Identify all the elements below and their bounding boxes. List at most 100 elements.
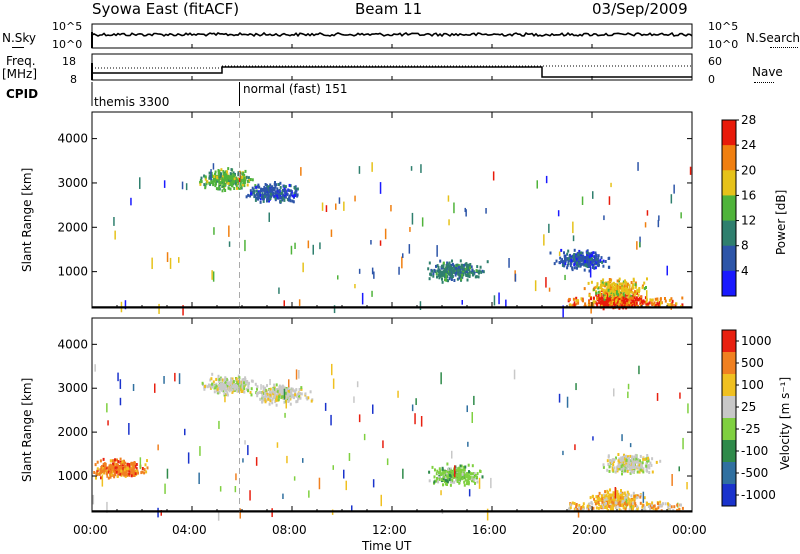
power-cell xyxy=(222,172,225,176)
velocity-streak xyxy=(411,404,414,412)
power-cell xyxy=(590,257,593,261)
velocity-cell xyxy=(615,466,618,470)
power-cell xyxy=(465,269,468,273)
velocity-streak xyxy=(656,393,659,401)
velocity-band-cell xyxy=(602,505,605,509)
power-band-cell xyxy=(657,302,660,306)
power-cell xyxy=(604,260,607,263)
velocity-streak xyxy=(94,364,96,372)
velocity-streak xyxy=(467,441,469,447)
power-band-cell xyxy=(645,298,648,302)
power-band-cell xyxy=(614,303,616,307)
velocity-band-cell xyxy=(632,507,634,511)
velocity-cell xyxy=(457,473,460,476)
power-cell xyxy=(582,256,585,260)
power-cell xyxy=(285,192,288,196)
velocity-cell xyxy=(607,454,610,458)
velocity-cell xyxy=(256,385,259,389)
power-streak xyxy=(302,262,304,273)
velocity-cell xyxy=(269,393,272,397)
velocity-cell xyxy=(611,500,614,504)
power-cell xyxy=(229,172,232,176)
velocity-cell xyxy=(130,474,133,478)
velocity-streak xyxy=(621,434,623,442)
velocity-streak xyxy=(184,428,186,436)
power-cell xyxy=(465,267,467,271)
power-streak xyxy=(420,164,422,173)
velocity-streak xyxy=(139,457,142,470)
power-streak xyxy=(268,212,270,222)
velocity-cell xyxy=(641,461,644,465)
power-cell xyxy=(284,185,287,189)
power-cell xyxy=(476,265,479,269)
power-cell xyxy=(460,263,463,267)
power-band-cell xyxy=(575,302,578,306)
power-streak xyxy=(158,303,160,314)
velocity-band-cell xyxy=(568,507,570,511)
velocity-cell xyxy=(135,467,138,471)
velocity-cell xyxy=(611,497,613,500)
velocity-cell xyxy=(598,497,601,500)
velocity-cell xyxy=(254,382,257,386)
power-band-cell xyxy=(633,302,636,306)
velocity-cell xyxy=(603,493,605,497)
velocity-cell xyxy=(230,383,233,387)
velocity-band-cell xyxy=(681,506,684,510)
velocity-cell xyxy=(261,400,264,404)
velocity-streak xyxy=(372,404,374,414)
power-cell xyxy=(225,178,228,182)
power-cell xyxy=(265,183,268,187)
velocity-cell xyxy=(274,394,277,398)
velocity-cell xyxy=(128,467,131,471)
velocity-cell xyxy=(594,500,597,503)
velocity-cell xyxy=(115,465,118,469)
velocity-cell xyxy=(612,463,615,467)
velocity-cell xyxy=(144,463,147,467)
velocity-band-cell xyxy=(653,504,656,508)
velocity-cell xyxy=(215,382,218,386)
velocity-cell xyxy=(611,504,614,508)
power-streak xyxy=(581,196,584,205)
power-streak xyxy=(312,244,314,255)
velocity-cell xyxy=(619,458,622,462)
velocity-cell xyxy=(251,379,254,383)
power-cell xyxy=(241,183,244,187)
power-band-cell xyxy=(592,300,595,304)
power-streak xyxy=(689,166,692,175)
power-cell xyxy=(244,169,247,173)
power-cell xyxy=(464,272,467,276)
power-cell xyxy=(636,292,639,296)
power-cell xyxy=(460,277,463,281)
power-streak xyxy=(646,210,649,216)
velocity-cell xyxy=(620,456,623,460)
power-cell xyxy=(246,179,249,183)
velocity-cell xyxy=(455,478,458,482)
power-band-cell xyxy=(659,298,662,302)
power-cell xyxy=(622,280,625,284)
power-cell xyxy=(443,270,446,274)
power-band-cell xyxy=(584,302,587,306)
power-cell xyxy=(468,270,471,274)
power-cell xyxy=(577,264,580,268)
power-cell xyxy=(284,195,287,199)
velocity-streak xyxy=(295,369,298,380)
power-cell xyxy=(630,295,633,298)
power-cell xyxy=(444,278,446,282)
power-streak xyxy=(169,257,172,269)
power-cell xyxy=(274,196,277,200)
velocity-cell xyxy=(460,470,463,474)
power-cell xyxy=(574,258,577,262)
velocity-band-cell xyxy=(649,505,652,508)
power-cell xyxy=(604,293,607,297)
power-cell xyxy=(604,284,606,288)
power-cell xyxy=(570,256,573,260)
velocity-cell xyxy=(113,475,116,479)
power-cell xyxy=(450,268,453,272)
power-streak xyxy=(447,195,450,202)
velocity-streak xyxy=(466,405,468,413)
velocity-streak xyxy=(592,436,594,441)
power-cell xyxy=(599,290,601,294)
velocity-band-cell xyxy=(608,505,611,508)
velocity-cell xyxy=(629,502,632,506)
power-cell xyxy=(608,278,611,281)
